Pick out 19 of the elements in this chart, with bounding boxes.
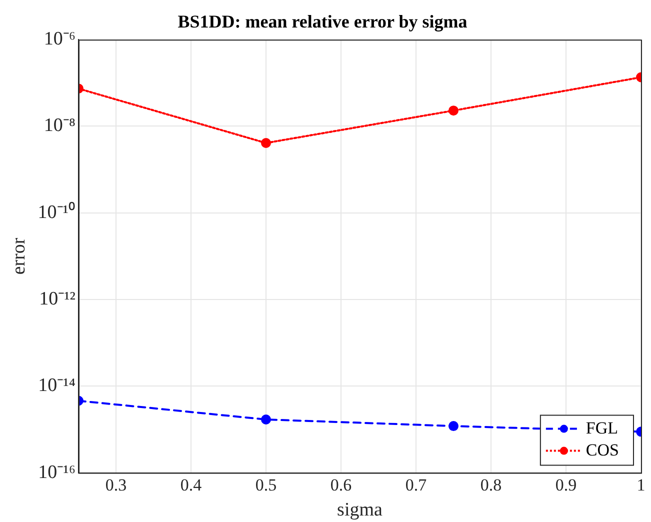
y-tick-label: 10⁻⁸ bbox=[44, 115, 76, 136]
x-tick-label: 0.3 bbox=[105, 475, 127, 494]
x-tick-label: 0.6 bbox=[330, 475, 352, 494]
y-tick-label: 10⁻¹⁶ bbox=[38, 462, 76, 483]
y-tick-label: 10⁻¹² bbox=[39, 288, 76, 310]
y-tick-label: 10⁻¹⁴ bbox=[38, 375, 76, 396]
y-axis-title: error bbox=[8, 237, 30, 275]
x-tick-label: 0.5 bbox=[255, 475, 277, 494]
x-tick-label: 0.8 bbox=[480, 475, 502, 494]
y-tick-label: 10⁻¹⁰ bbox=[38, 200, 76, 223]
y-tick-label: 10⁻⁶ bbox=[44, 28, 76, 50]
legend-label: FGL bbox=[586, 418, 618, 438]
legend-label: COS bbox=[586, 440, 620, 460]
x-tick-label: 0.7 bbox=[405, 475, 428, 494]
x-tick-label: 0.9 bbox=[555, 475, 577, 494]
x-tick-label: 0.4 bbox=[180, 475, 202, 494]
x-axis-title: sigma bbox=[337, 500, 384, 521]
x-tick-label: 1 bbox=[636, 475, 646, 494]
chart-title: BS1DD: mean relative error by sigma bbox=[178, 11, 468, 32]
